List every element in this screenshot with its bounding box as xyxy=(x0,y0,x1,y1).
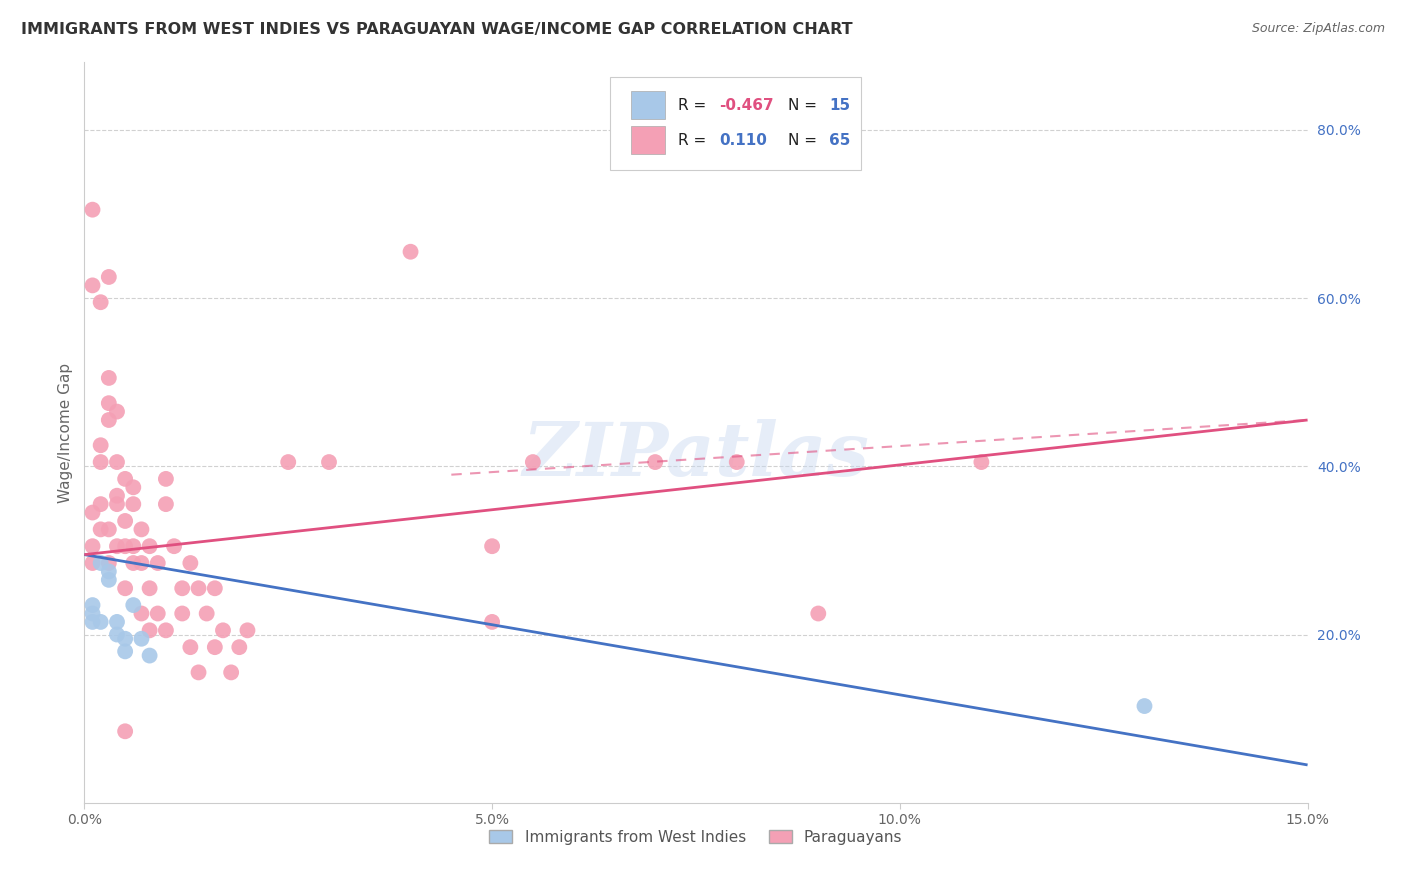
Point xyxy=(97,270,120,285)
Point xyxy=(481,615,503,629)
Point xyxy=(179,640,201,655)
Text: 65: 65 xyxy=(830,133,851,148)
Point xyxy=(131,607,153,621)
Point xyxy=(212,624,235,638)
Point xyxy=(155,472,177,486)
FancyBboxPatch shape xyxy=(631,91,665,120)
Point xyxy=(82,506,104,520)
Text: R =: R = xyxy=(678,98,711,113)
Point xyxy=(481,539,503,553)
Point xyxy=(138,539,160,553)
Point xyxy=(114,539,136,553)
Point xyxy=(90,295,112,310)
Point xyxy=(131,522,153,536)
Point xyxy=(970,455,993,469)
Point xyxy=(82,556,104,570)
Point xyxy=(172,607,194,621)
Text: 15: 15 xyxy=(830,98,851,113)
Y-axis label: Wage/Income Gap: Wage/Income Gap xyxy=(58,362,73,503)
Point xyxy=(138,624,160,638)
Point xyxy=(105,489,128,503)
Point xyxy=(318,455,340,469)
Point xyxy=(82,278,104,293)
Point xyxy=(155,497,177,511)
Point xyxy=(97,522,120,536)
Point xyxy=(399,244,422,259)
Point xyxy=(236,624,259,638)
Text: R =: R = xyxy=(678,133,716,148)
Point xyxy=(122,556,145,570)
Point xyxy=(105,539,128,553)
Point xyxy=(114,632,136,646)
Point xyxy=(131,556,153,570)
Point xyxy=(82,598,104,612)
Point xyxy=(725,455,748,469)
FancyBboxPatch shape xyxy=(610,78,860,169)
Point xyxy=(97,556,120,570)
Point xyxy=(105,627,128,641)
Point xyxy=(82,607,104,621)
Point xyxy=(82,615,104,629)
Point xyxy=(122,598,145,612)
Point xyxy=(1133,699,1156,714)
Point xyxy=(114,514,136,528)
Point xyxy=(122,497,145,511)
Point xyxy=(146,556,169,570)
Point xyxy=(90,615,112,629)
Point xyxy=(277,455,299,469)
Point xyxy=(146,607,169,621)
Point xyxy=(105,497,128,511)
Text: N =: N = xyxy=(787,98,821,113)
Point xyxy=(807,607,830,621)
FancyBboxPatch shape xyxy=(631,126,665,154)
Point xyxy=(179,556,201,570)
Point xyxy=(187,581,209,595)
Text: IMMIGRANTS FROM WEST INDIES VS PARAGUAYAN WAGE/INCOME GAP CORRELATION CHART: IMMIGRANTS FROM WEST INDIES VS PARAGUAYA… xyxy=(21,22,852,37)
Text: Source: ZipAtlas.com: Source: ZipAtlas.com xyxy=(1251,22,1385,36)
Point xyxy=(195,607,218,621)
Point xyxy=(122,539,145,553)
Point xyxy=(114,581,136,595)
Point xyxy=(97,573,120,587)
Point xyxy=(228,640,250,655)
Text: ZIPatlas: ZIPatlas xyxy=(523,418,869,491)
Point xyxy=(97,413,120,427)
Point xyxy=(522,455,544,469)
Point xyxy=(90,455,112,469)
Point xyxy=(644,455,666,469)
Point xyxy=(172,581,194,595)
Point xyxy=(114,472,136,486)
Point xyxy=(138,581,160,595)
Point xyxy=(105,615,128,629)
Point xyxy=(105,455,128,469)
Point xyxy=(90,522,112,536)
Point xyxy=(90,556,112,570)
Text: -0.467: -0.467 xyxy=(720,98,773,113)
Point xyxy=(105,404,128,418)
Point xyxy=(163,539,186,553)
Point xyxy=(204,581,226,595)
Point xyxy=(187,665,209,680)
Point xyxy=(131,632,153,646)
Point xyxy=(82,539,104,553)
Point xyxy=(97,371,120,385)
Point xyxy=(219,665,242,680)
Point xyxy=(97,396,120,410)
Text: N =: N = xyxy=(787,133,821,148)
Point xyxy=(114,724,136,739)
Point xyxy=(114,644,136,658)
Point xyxy=(90,438,112,452)
Point xyxy=(155,624,177,638)
Legend: Immigrants from West Indies, Paraguayans: Immigrants from West Indies, Paraguayans xyxy=(484,823,908,851)
Text: 0.110: 0.110 xyxy=(720,133,768,148)
Point xyxy=(122,480,145,494)
Point xyxy=(138,648,160,663)
Point xyxy=(97,565,120,579)
Point xyxy=(82,202,104,217)
Point xyxy=(204,640,226,655)
Point xyxy=(90,497,112,511)
